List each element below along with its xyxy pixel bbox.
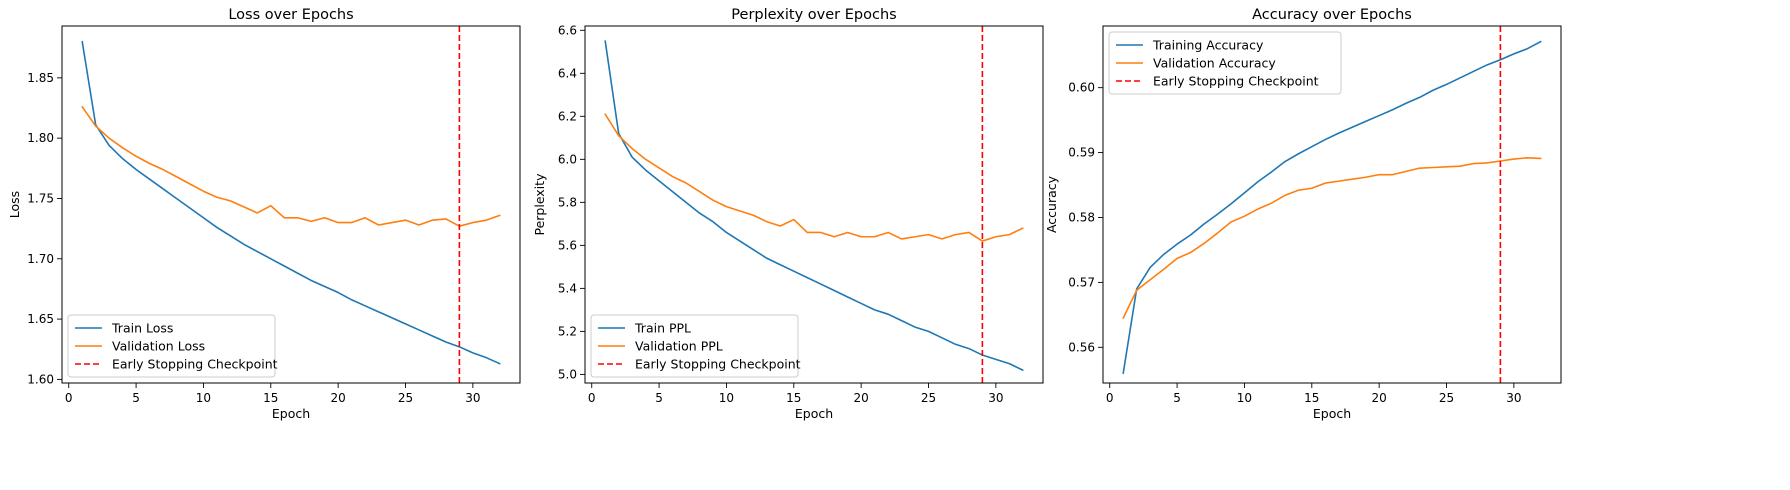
y-tick-label: 0.60 — [1068, 81, 1095, 95]
x-axis-label: Epoch — [272, 406, 310, 421]
legend-label: Validation Loss — [112, 339, 205, 354]
series-line-validation — [1122, 156, 1542, 319]
x-tick-label: 15 — [786, 391, 801, 405]
x-tick-label: 0 — [65, 391, 73, 405]
legend-label: Train PPL — [634, 321, 691, 336]
legend: Train Loss Validation Loss Early Stopping … — [67, 314, 278, 378]
y-tick-label: 0.58 — [1068, 210, 1095, 224]
x-axis-label: Epoch — [795, 406, 833, 421]
x-tick-label: 5 — [655, 391, 663, 405]
x-tick-label: 0 — [1106, 391, 1114, 405]
legend-label: Early Stopping Checkpoint — [635, 357, 801, 372]
legend-box — [590, 314, 799, 378]
chart-title: Loss over Epochs — [228, 7, 353, 23]
series-line-validation — [81, 106, 501, 228]
x-tick-label: 20 — [854, 391, 869, 405]
y-axis-label: Perplexity — [532, 173, 547, 236]
x-axis-label: Epoch — [1313, 406, 1351, 421]
x-tick-label: 20 — [1372, 391, 1387, 405]
series-line-train — [81, 40, 501, 365]
axes-frame — [61, 25, 521, 384]
legend-label: Validation Accuracy — [1153, 56, 1276, 71]
y-axis-label: Accuracy — [1044, 175, 1059, 233]
x-tick-label: 10 — [719, 391, 734, 405]
x-tick-label: 0 — [588, 391, 596, 405]
y-tick-label: 0.56 — [1068, 340, 1095, 354]
y-tick-label: 6.2 — [558, 109, 577, 123]
y-tick-label: 1.80 — [27, 131, 54, 145]
y-tick-label: 5.8 — [558, 195, 577, 209]
y-tick-label: 1.65 — [27, 312, 54, 326]
y-tick-label: 1.75 — [27, 191, 54, 205]
x-tick-label: 30 — [1506, 391, 1521, 405]
legend-label: Training Accuracy — [1152, 38, 1264, 53]
subplot-3: Accuracy over Epochs 0 5 10 15 20 25 30 0.56 0.57… — [1044, 7, 1562, 421]
x-tick-label: 20 — [331, 391, 346, 405]
legend-label: Validation PPL — [635, 339, 723, 354]
subplots: Loss over Epochs 0 5 10 15 20 25 30 1.60 1.65 1.70… — [7, 7, 1562, 421]
y-tick-label: 5.2 — [558, 324, 577, 338]
y-tick-label: 1.70 — [27, 252, 54, 266]
series-line-train — [1122, 40, 1542, 375]
axes-frame — [1102, 25, 1562, 384]
series-line-validation — [604, 113, 1024, 242]
subplot-2: Perplexity over Epochs 0 5 10 15 20 25 30 5.0 5.2… — [532, 7, 1044, 421]
series-line-train — [604, 40, 1024, 371]
y-tick-label: 6.0 — [558, 152, 577, 166]
y-tick-label: 0.59 — [1068, 146, 1095, 160]
x-tick-label: 30 — [465, 391, 480, 405]
legend-label: Early Stopping Checkpoint — [112, 357, 278, 372]
x-tick-label: 5 — [132, 391, 140, 405]
y-tick-label: 0.57 — [1068, 275, 1095, 289]
x-tick-label: 15 — [263, 391, 278, 405]
y-tick-label: 1.60 — [27, 372, 54, 386]
x-tick-label: 25 — [398, 391, 413, 405]
legend: Training Accuracy Validation Accuracy Earl… — [1108, 31, 1342, 95]
legend-label: Early Stopping Checkpoint — [1153, 74, 1319, 89]
x-tick-label: 25 — [921, 391, 936, 405]
subplot-1: Loss over Epochs 0 5 10 15 20 25 30 1.60 1.65 1.70… — [7, 7, 521, 421]
x-tick-label: 10 — [196, 391, 211, 405]
legend-box — [67, 314, 276, 378]
y-tick-label: 6.4 — [558, 66, 577, 80]
x-tick-label: 30 — [988, 391, 1003, 405]
legend: Train PPL Validation PPL Early Stopping Ch… — [590, 314, 801, 378]
chart-title: Perplexity over Epochs — [731, 7, 896, 23]
legend-label: Train Loss — [111, 321, 173, 336]
y-tick-label: 1.85 — [27, 71, 54, 85]
axes-frame — [584, 25, 1044, 384]
chart-title: Accuracy over Epochs — [1252, 7, 1412, 23]
x-tick-label: 10 — [1237, 391, 1252, 405]
y-axis-label: Loss — [7, 191, 22, 218]
y-tick-label: 6.6 — [558, 23, 577, 37]
y-tick-label: 5.0 — [558, 367, 577, 381]
y-tick-label: 5.4 — [558, 281, 577, 295]
legend-box — [1108, 31, 1342, 95]
x-tick-label: 25 — [1439, 391, 1454, 405]
y-tick-label: 5.6 — [558, 238, 577, 252]
x-tick-label: 15 — [1304, 391, 1319, 405]
x-tick-label: 5 — [1173, 391, 1181, 405]
